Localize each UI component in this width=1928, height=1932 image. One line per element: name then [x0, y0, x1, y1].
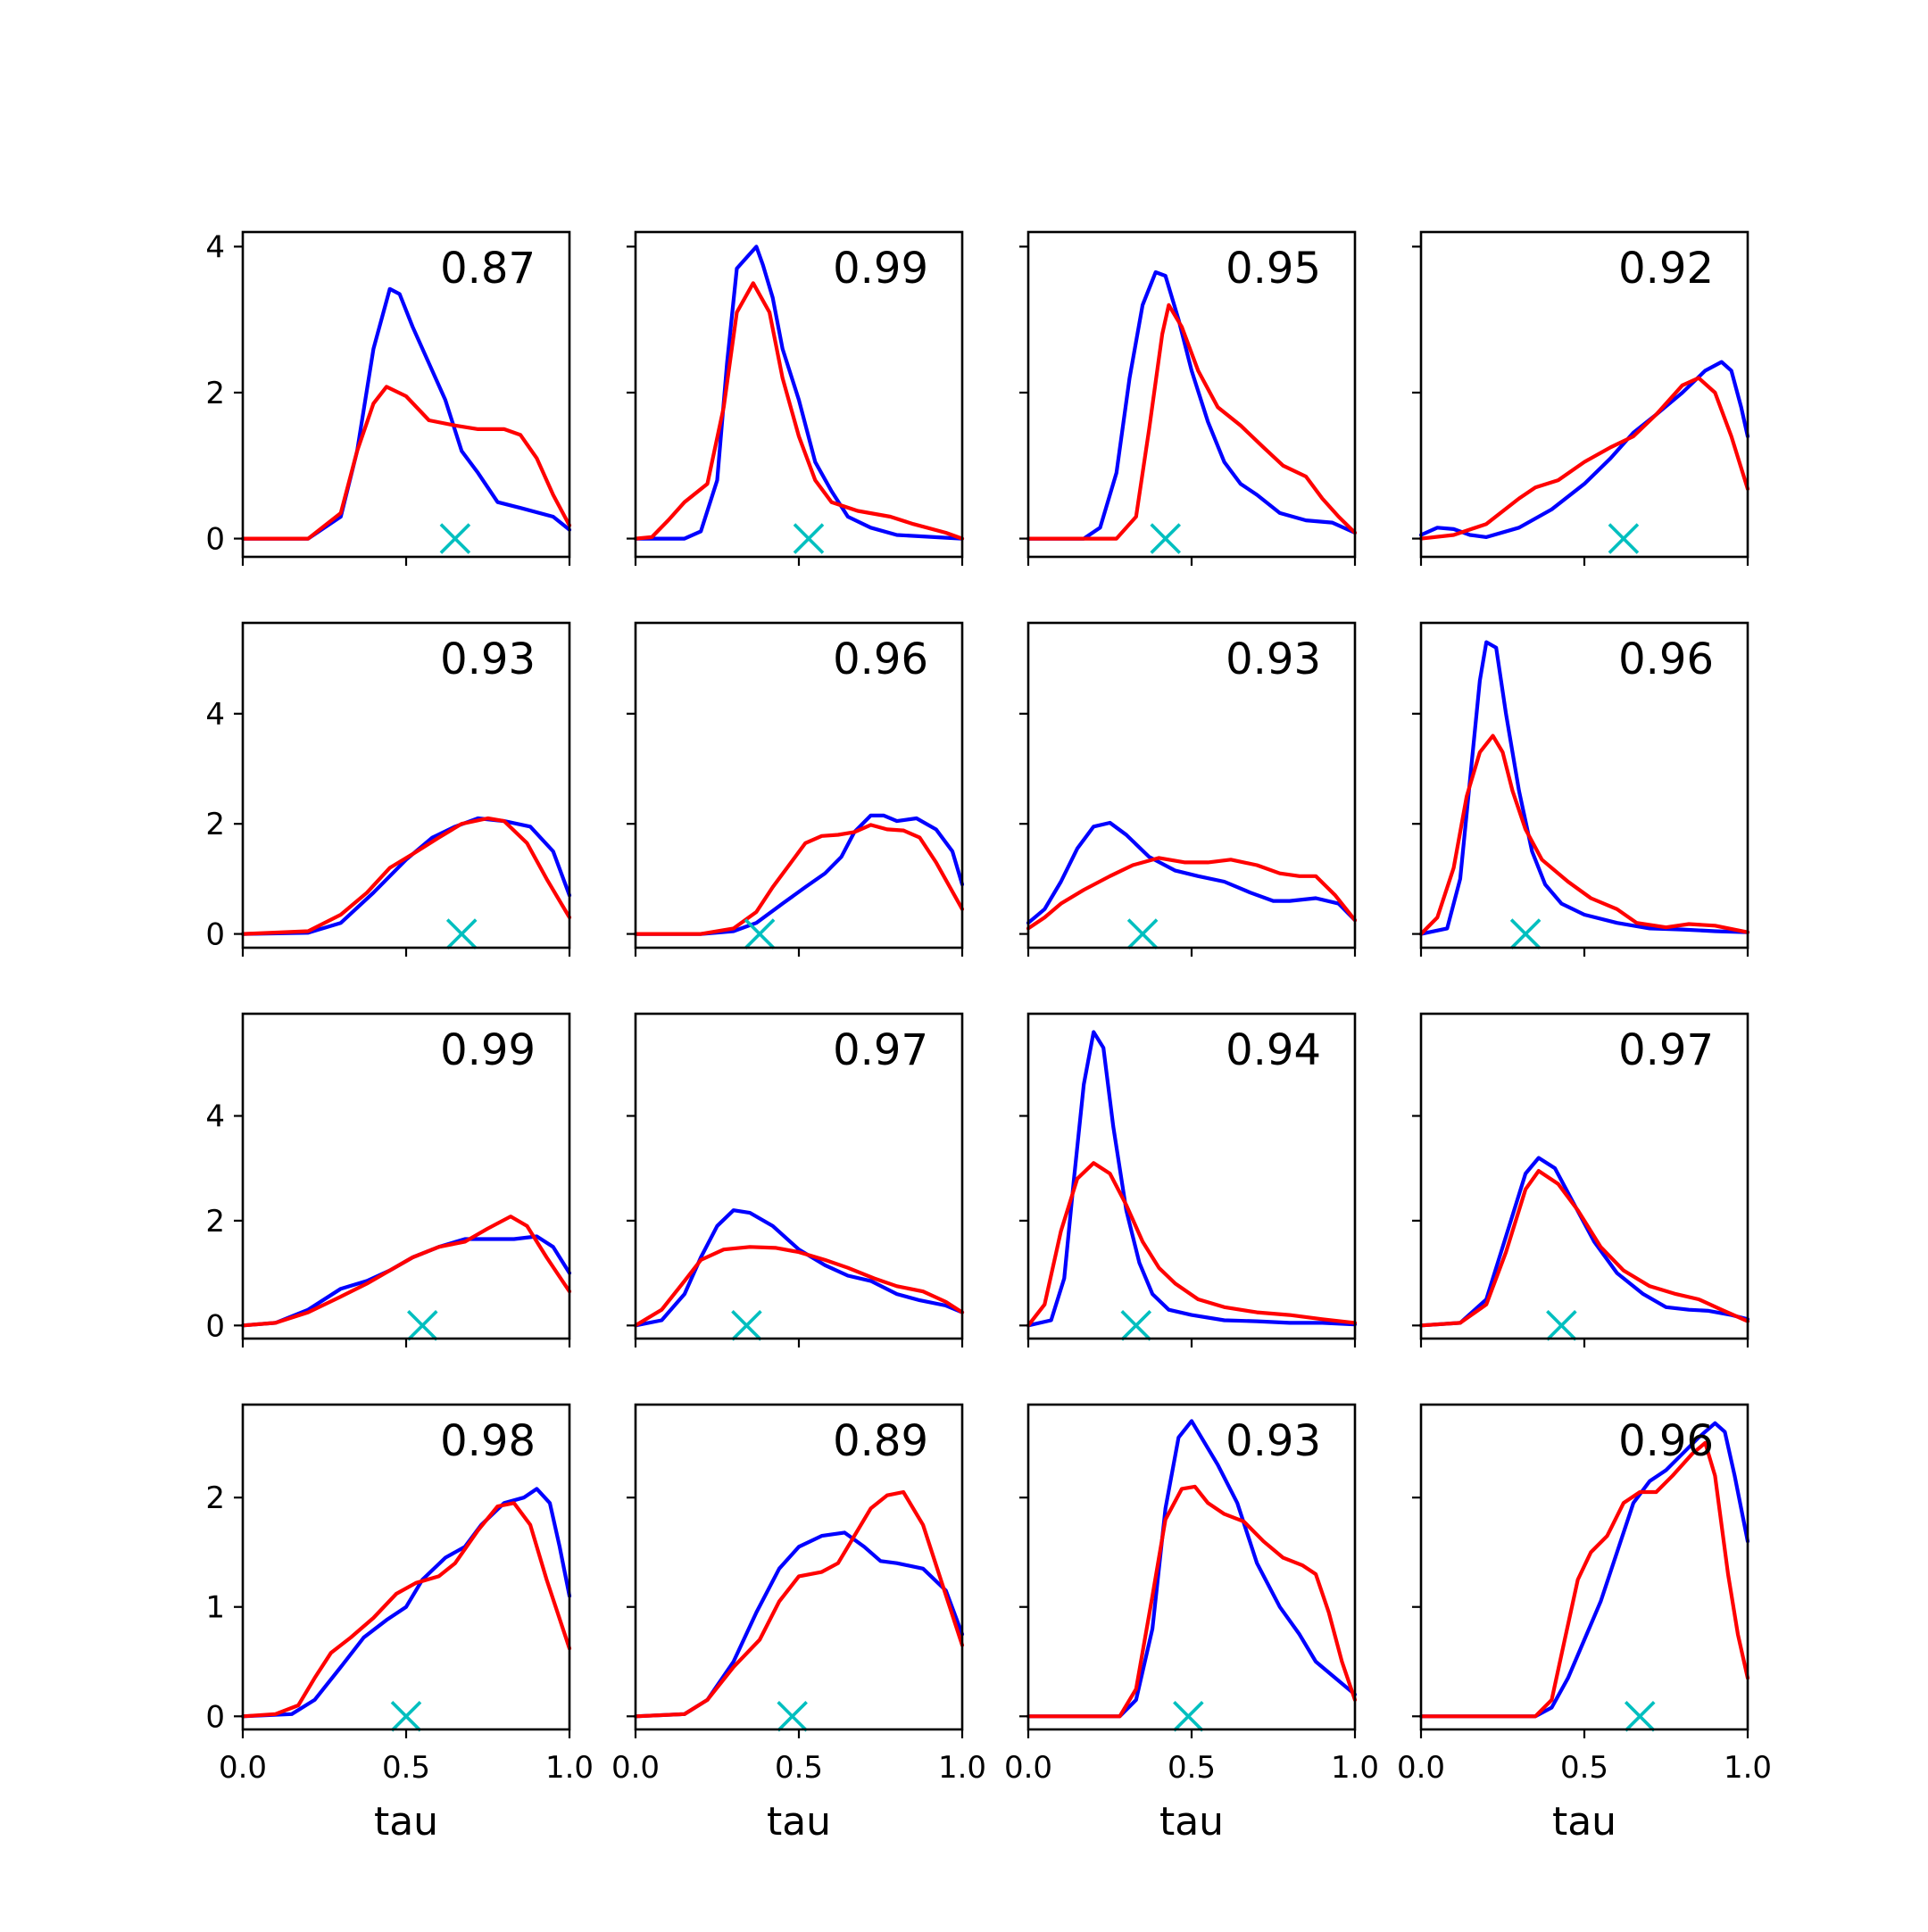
red-curve-11: [1418, 1169, 1750, 1328]
blue-curve-3: [1418, 360, 1750, 539]
xtick-label-14-1: 0.5: [1168, 1750, 1216, 1786]
blue-curve-6: [1026, 820, 1358, 925]
marker-x-4-b: [445, 918, 478, 949]
blue-curve-9: [633, 1208, 965, 1328]
score-label-10: 0.94: [1226, 1025, 1321, 1075]
xtick-label-13-2: 1.0: [938, 1750, 986, 1786]
blue-curve-0: [240, 286, 572, 541]
score-label-7: 0.96: [1618, 634, 1714, 684]
blue-curve-1: [633, 245, 965, 541]
red-curve-15: [1418, 1440, 1750, 1719]
ytick-label-8-1: 2: [205, 1204, 225, 1240]
marker-x-1-b: [793, 523, 825, 554]
marker-x-7-b: [1509, 918, 1542, 949]
xtick-label-13-0: 0.0: [611, 1750, 660, 1786]
red-curve-1: [633, 281, 965, 541]
red-curve-0: [240, 385, 572, 541]
ytick-label-4-0: 0: [205, 917, 225, 953]
score-label-5: 0.96: [833, 634, 928, 684]
red-curve-14: [1026, 1484, 1358, 1719]
marker-x-9-b: [731, 1310, 762, 1341]
xtick-label-15-2: 1.0: [1724, 1750, 1772, 1786]
red-curve-5: [633, 823, 965, 936]
x-axis-label-2: tau: [1159, 1799, 1224, 1845]
score-label-12: 0.98: [440, 1416, 536, 1466]
score-label-0: 0.87: [440, 244, 536, 294]
xtick-label-12-0: 0.0: [219, 1750, 267, 1786]
score-label-1: 0.99: [833, 244, 928, 294]
score-label-15: 0.96: [1618, 1416, 1714, 1466]
x-axis-label-3: tau: [1552, 1799, 1616, 1845]
red-curve-3: [1418, 376, 1750, 541]
marker-x-2-b: [1150, 523, 1181, 554]
score-label-2: 0.95: [1226, 244, 1321, 294]
red-curve-7: [1418, 734, 1750, 936]
red-curve-6: [1026, 856, 1358, 931]
score-label-9: 0.97: [833, 1025, 928, 1075]
score-label-6: 0.93: [1226, 634, 1321, 684]
score-label-13: 0.89: [833, 1416, 928, 1466]
marker-x-3-b: [1608, 523, 1640, 554]
x-axis-label-0: tau: [374, 1799, 438, 1845]
marker-x-11-b: [1546, 1310, 1577, 1341]
ytick-label-8-2: 4: [205, 1099, 225, 1134]
ytick-label-4-2: 4: [205, 697, 225, 733]
blue-curve-5: [633, 813, 965, 936]
ytick-label-12-0: 0: [205, 1699, 225, 1735]
marker-x-6-b: [1126, 918, 1159, 949]
red-curve-9: [633, 1245, 965, 1328]
marker-x-10-b: [1120, 1310, 1152, 1341]
ytick-label-0-2: 4: [205, 229, 225, 265]
marker-x-5-b: [744, 918, 776, 949]
xtick-label-12-1: 0.5: [382, 1750, 430, 1786]
red-curve-13: [633, 1489, 965, 1719]
red-curve-2: [1026, 303, 1358, 541]
marker-x-8-b: [407, 1310, 438, 1341]
red-curve-10: [1026, 1161, 1358, 1328]
blue-curve-8: [240, 1234, 572, 1328]
score-label-8: 0.99: [440, 1025, 536, 1075]
ytick-label-0-0: 0: [205, 522, 225, 558]
score-label-4: 0.93: [440, 634, 536, 684]
score-label-3: 0.92: [1618, 244, 1714, 294]
xtick-label-13-1: 0.5: [775, 1750, 823, 1786]
ytick-label-8-0: 0: [205, 1308, 225, 1344]
marker-x-15-b: [1624, 1701, 1656, 1732]
marker-x-12-b: [390, 1701, 422, 1732]
blue-curve-13: [633, 1530, 965, 1719]
red-curve-4: [240, 816, 572, 936]
xtick-label-15-0: 0.0: [1397, 1750, 1445, 1786]
xtick-label-14-2: 1.0: [1331, 1750, 1379, 1786]
score-label-14: 0.93: [1226, 1416, 1321, 1466]
blue-curve-12: [240, 1487, 572, 1719]
marker-x-14-b: [1173, 1701, 1204, 1732]
marker-x-13-b: [777, 1701, 808, 1732]
red-curve-8: [240, 1215, 572, 1328]
ytick-label-12-2: 2: [205, 1480, 225, 1516]
red-curve-12: [240, 1501, 572, 1719]
xtick-label-14-0: 0.0: [1004, 1750, 1052, 1786]
xtick-label-12-2: 1.0: [545, 1750, 594, 1786]
blue-curve-14: [1026, 1419, 1358, 1719]
ytick-label-12-1: 1: [205, 1590, 225, 1626]
ytick-label-4-1: 2: [205, 807, 225, 842]
blue-curve-2: [1026, 269, 1358, 541]
x-axis-label-1: tau: [767, 1799, 831, 1845]
score-label-11: 0.97: [1618, 1025, 1714, 1075]
ytick-label-0-1: 2: [205, 376, 225, 411]
xtick-label-15-1: 0.5: [1560, 1750, 1608, 1786]
blue-curve-4: [240, 816, 572, 936]
marker-x-0-b: [439, 523, 471, 554]
